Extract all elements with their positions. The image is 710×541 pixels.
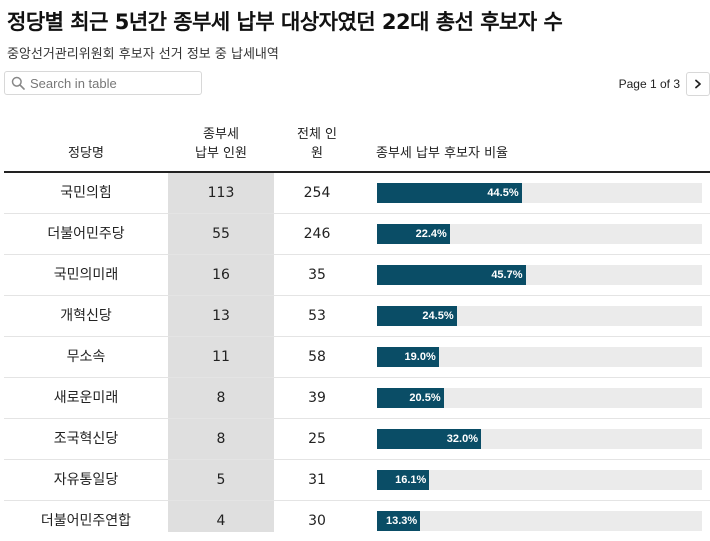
party-cell: 국민의미래 — [53, 267, 119, 283]
ratio-bar-track: 13.3% — [377, 511, 702, 531]
total-cell: 39 — [308, 390, 326, 406]
ratio-bar: 32.0% — [377, 429, 481, 449]
ratio-label: 32.0% — [446, 433, 478, 445]
ratio-bar-track: 32.0% — [377, 429, 702, 449]
payers-cell: 16 — [212, 267, 230, 283]
party-cell: 국민의힘 — [60, 185, 112, 201]
ratio-bar-track: 44.5% — [377, 183, 702, 203]
table-row: 무소속 11 58 19.0% — [4, 337, 710, 378]
total-cell: 254 — [303, 185, 331, 201]
page-subtitle: 중앙선거관리위원회 후보자 선거 정보 중 납세내역 — [7, 47, 279, 62]
data-table: 정당명 종부세 납부 인원 전체 인 원 종부세 납부 후보자 비율 국민의힘 … — [4, 115, 710, 541]
column-header-payers-line1: 종부세 — [203, 127, 239, 142]
ratio-label: 19.0% — [404, 351, 436, 363]
ratio-bar: 45.7% — [377, 265, 526, 285]
table-row: 국민의힘 113 254 44.5% — [4, 173, 710, 214]
total-cell: 246 — [303, 226, 331, 242]
column-header-payers-line2: 납부 인원 — [195, 146, 247, 161]
ratio-bar-track: 45.7% — [377, 265, 702, 285]
party-cell: 새로운미래 — [53, 390, 119, 406]
party-cell: 개혁신당 — [60, 308, 112, 324]
table-row: 개혁신당 13 53 24.5% — [4, 296, 710, 337]
ratio-bar: 19.0% — [377, 347, 439, 367]
ratio-bar-track: 16.1% — [377, 470, 702, 490]
column-header-total-line1: 전체 인 — [296, 127, 337, 142]
payers-cell: 13 — [212, 308, 230, 324]
table-row: 자유통일당 5 31 16.1% — [4, 460, 710, 501]
column-header-total-line2: 원 — [311, 146, 323, 161]
payers-cell: 5 — [216, 472, 226, 488]
ratio-label: 16.1% — [395, 474, 427, 486]
ratio-bar: 16.1% — [377, 470, 430, 490]
search-box[interactable] — [4, 71, 202, 95]
party-cell: 자유통일당 — [53, 472, 119, 488]
ratio-label: 24.5% — [422, 310, 454, 322]
total-cell: 31 — [308, 472, 326, 488]
payers-cell: 113 — [207, 185, 235, 201]
table-row: 국민의미래 16 35 45.7% — [4, 255, 710, 296]
column-header-total[interactable]: 전체 인 원 — [274, 125, 360, 163]
ratio-label: 13.3% — [386, 515, 418, 527]
ratio-label: 44.5% — [487, 187, 519, 199]
search-input[interactable] — [30, 72, 198, 94]
party-cell: 조국혁신당 — [53, 431, 119, 447]
ratio-bar-track: 20.5% — [377, 388, 702, 408]
column-header-payers[interactable]: 종부세 납부 인원 — [168, 125, 274, 163]
ratio-label: 20.5% — [409, 392, 441, 404]
table-body: 국민의힘 113 254 44.5% 더불어민주당 55 246 22.4% 국… — [4, 173, 710, 541]
table-row: 새로운미래 8 39 20.5% — [4, 378, 710, 419]
total-cell: 35 — [308, 267, 326, 283]
ratio-bar: 24.5% — [377, 306, 457, 326]
ratio-label: 45.7% — [491, 269, 523, 281]
ratio-label: 22.4% — [415, 228, 447, 240]
total-cell: 53 — [308, 308, 326, 324]
ratio-bar: 44.5% — [377, 183, 522, 203]
page-title: 정당별 최근 5년간 종부세 납부 대상자였던 22대 총선 후보자 수 — [7, 10, 563, 34]
ratio-bar: 13.3% — [377, 511, 421, 531]
next-page-button[interactable] — [686, 72, 710, 96]
page-indicator: Page 1 of 3 — [618, 77, 680, 91]
search-icon — [11, 76, 25, 90]
table-row: 더불어민주연합 4 30 13.3% — [4, 501, 710, 541]
total-cell: 58 — [308, 349, 326, 365]
ratio-bar-track: 24.5% — [377, 306, 702, 326]
ratio-bar: 22.4% — [377, 224, 450, 244]
ratio-bar: 20.5% — [377, 388, 444, 408]
payers-cell: 11 — [212, 349, 230, 365]
highlight-column — [168, 172, 274, 532]
ratio-bar-track: 19.0% — [377, 347, 702, 367]
column-header-party[interactable]: 정당명 — [68, 146, 104, 161]
pagination: Page 1 of 3 — [619, 71, 710, 97]
total-cell: 25 — [308, 431, 326, 447]
payers-cell: 55 — [212, 226, 230, 242]
party-cell: 무소속 — [66, 349, 106, 365]
party-cell: 더불어민주연합 — [40, 513, 132, 529]
payers-cell: 4 — [216, 513, 226, 529]
total-cell: 30 — [308, 513, 326, 529]
payers-cell: 8 — [216, 431, 226, 447]
table-row: 더불어민주당 55 246 22.4% — [4, 214, 710, 255]
table-header: 정당명 종부세 납부 인원 전체 인 원 종부세 납부 후보자 비율 — [4, 115, 710, 173]
column-header-ratio[interactable]: 종부세 납부 후보자 비율 — [376, 146, 508, 161]
payers-cell: 8 — [216, 390, 226, 406]
ratio-bar-track: 22.4% — [377, 224, 702, 244]
chevron-right-icon — [695, 79, 701, 89]
party-cell: 더불어민주당 — [47, 226, 125, 242]
table-row: 조국혁신당 8 25 32.0% — [4, 419, 710, 460]
